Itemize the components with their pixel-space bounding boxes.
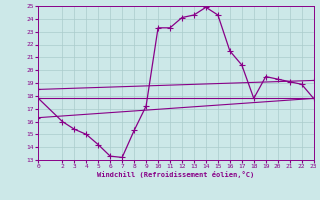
X-axis label: Windchill (Refroidissement éolien,°C): Windchill (Refroidissement éolien,°C) xyxy=(97,171,255,178)
